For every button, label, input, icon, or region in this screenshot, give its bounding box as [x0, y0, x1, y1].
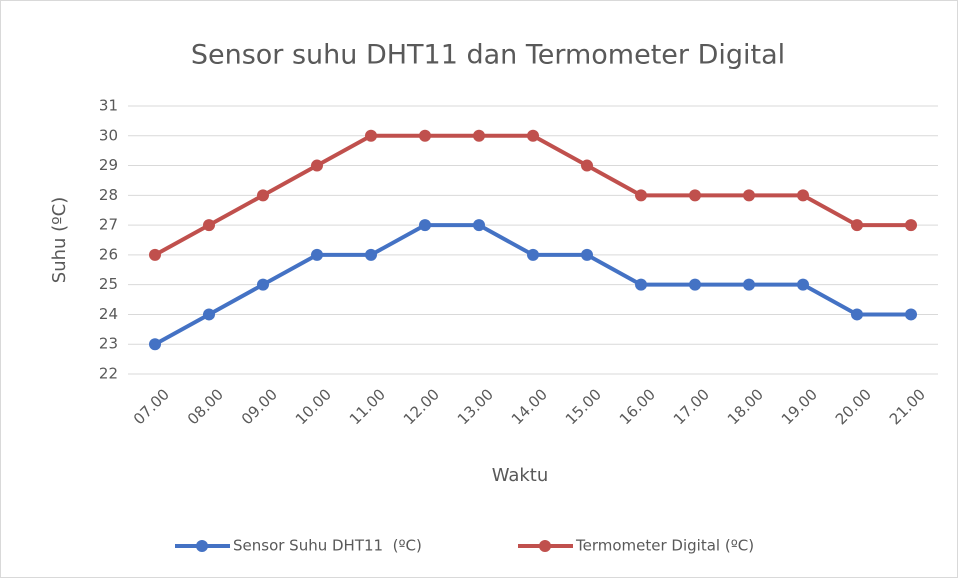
data-point	[365, 248, 377, 261]
y-tick-label: 31	[99, 97, 118, 115]
data-point	[419, 129, 431, 142]
data-point	[851, 308, 863, 321]
data-point	[473, 219, 485, 232]
legend-marker	[539, 540, 551, 552]
y-tick-label: 30	[99, 126, 118, 144]
data-point	[203, 219, 215, 232]
data-point	[797, 189, 809, 202]
data-point	[851, 219, 863, 232]
data-point	[743, 278, 755, 291]
data-point	[635, 278, 647, 291]
legend-label: Termometer Digital (ºC)	[575, 537, 754, 555]
y-tick-label: 24	[99, 305, 118, 323]
y-tick-label: 22	[99, 365, 118, 383]
chart-title: Sensor suhu DHT11 dan Termometer Digital	[191, 40, 785, 71]
data-point	[527, 248, 539, 261]
y-tick-label: 23	[99, 335, 118, 353]
data-point	[203, 308, 215, 321]
legend-label: Sensor Suhu DHT11 (ºC)	[233, 537, 422, 555]
y-tick-label: 27	[99, 216, 118, 234]
x-axis-label: Waktu	[492, 465, 549, 486]
data-point	[797, 278, 809, 291]
data-point	[689, 278, 701, 291]
data-point	[527, 129, 539, 142]
data-point	[581, 159, 593, 172]
data-point	[257, 189, 269, 202]
data-point	[905, 219, 917, 232]
data-point	[689, 189, 701, 202]
y-tick-label: 28	[99, 186, 118, 204]
y-tick-label: 29	[99, 156, 118, 174]
data-point	[905, 308, 917, 321]
y-tick-label: 26	[99, 245, 118, 263]
data-point	[149, 248, 161, 261]
y-axis-label: Suhu (ºC)	[49, 197, 70, 283]
data-point	[743, 189, 755, 202]
y-tick-label: 25	[99, 275, 118, 293]
data-point	[365, 129, 377, 142]
data-point	[473, 129, 485, 142]
legend-marker	[196, 540, 208, 552]
data-point	[311, 159, 323, 172]
data-point	[257, 278, 269, 291]
data-point	[149, 338, 161, 351]
data-point	[311, 248, 323, 261]
data-point	[419, 219, 431, 232]
data-point	[635, 189, 647, 202]
data-point	[581, 248, 593, 261]
